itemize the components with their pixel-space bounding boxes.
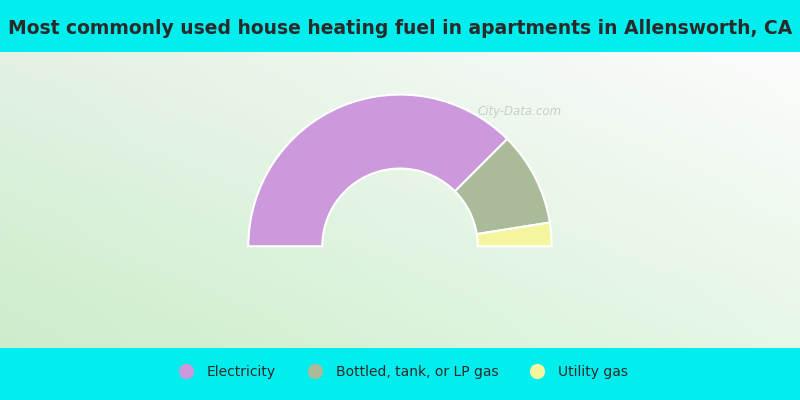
Legend: Electricity, Bottled, tank, or LP gas, Utility gas: Electricity, Bottled, tank, or LP gas, U… [165,358,635,386]
Wedge shape [248,94,507,246]
Wedge shape [477,222,552,246]
Wedge shape [455,139,550,234]
Text: City-Data.com: City-Data.com [478,105,562,118]
Text: Most commonly used house heating fuel in apartments in Allensworth, CA: Most commonly used house heating fuel in… [8,19,792,38]
